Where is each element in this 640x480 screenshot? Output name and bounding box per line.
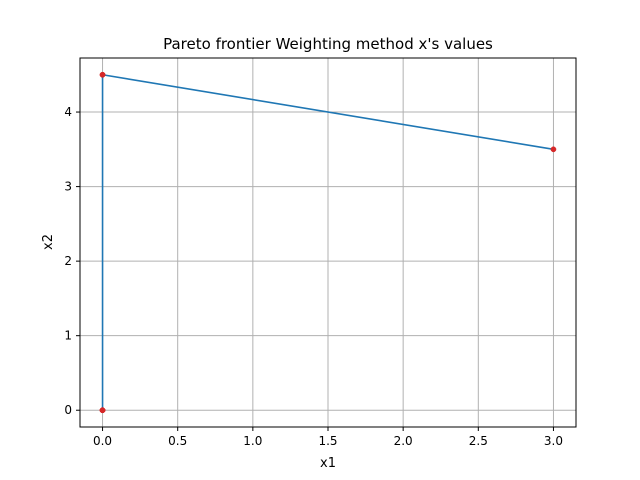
chart-title: Pareto frontier Weighting method x's val… [163, 35, 493, 53]
y-tick-label: 1 [64, 329, 72, 343]
x-tick-label: 2.0 [394, 434, 413, 448]
x-tick-label: 1.5 [318, 434, 337, 448]
y-tick-label: 0 [64, 403, 72, 417]
y-axis-label: x2 [41, 234, 56, 250]
data-point [99, 407, 106, 414]
data-point [99, 71, 106, 78]
x-tick-label: 0.0 [93, 434, 112, 448]
x-axis-label: x1 [320, 456, 336, 471]
y-tick-label: 3 [64, 180, 72, 194]
x-tick-label: 3.0 [544, 434, 563, 448]
series-group [99, 71, 557, 414]
x-tick-label: 0.5 [168, 434, 187, 448]
tick-marks: 0.0 0.5 1.0 1.5 2.0 2.5 3.0 0 1 2 3 4 [64, 105, 563, 448]
y-tick-label: 4 [64, 105, 72, 119]
x-tick-label: 1.0 [243, 434, 262, 448]
y-tick-label: 2 [64, 254, 72, 268]
data-point [550, 146, 557, 153]
x-tick-label: 2.5 [469, 434, 488, 448]
